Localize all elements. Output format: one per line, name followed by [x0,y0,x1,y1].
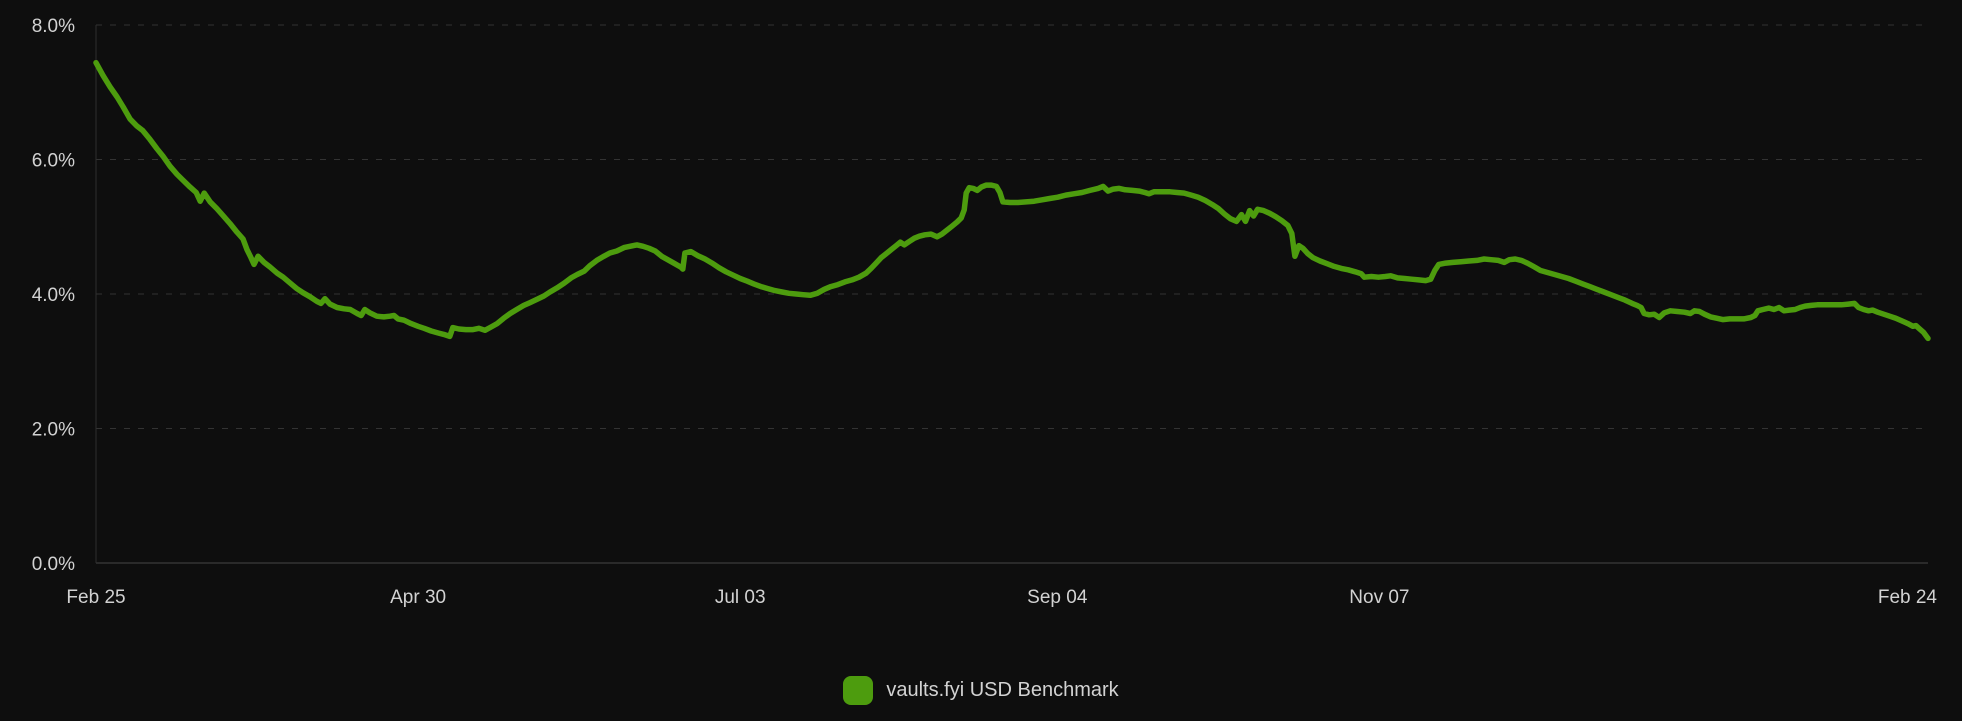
y-tick-label: 0.0% [32,554,75,575]
x-tick-label: Feb 25 [66,587,125,608]
y-tick-label: 2.0% [32,420,75,441]
legend-item-usd-benchmark[interactable]: vaults.fyi USD Benchmark [843,676,1119,705]
series-line-usd-benchmark [93,59,1931,342]
chart-plot-area[interactable]: 0.0% 2.0% 4.0% 6.0% 8.0% Feb 25 Apr 30 Jul 03 Se… [0,0,1962,620]
x-tick-label: Feb 24 [1878,587,1938,608]
x-tick-label: Jul 03 [715,587,766,608]
chart-legend: vaults.fyi USD Benchmark [0,676,1962,705]
y-tick-label: 6.0% [32,151,75,172]
y-tick-label: 4.0% [32,285,75,306]
x-tick-label: Sep 04 [1027,587,1088,608]
y-tick-label: 8.0% [32,16,75,37]
legend-label: vaults.fyi USD Benchmark [886,679,1119,701]
legend-swatch [843,676,874,705]
x-tick-label: Apr 30 [390,587,446,608]
x-tick-label: Nov 07 [1349,587,1409,608]
